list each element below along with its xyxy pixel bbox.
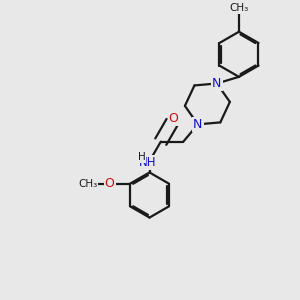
Text: O: O — [105, 177, 115, 190]
Text: NH: NH — [139, 156, 157, 169]
Text: CH₃: CH₃ — [229, 3, 249, 13]
Text: N: N — [193, 118, 203, 131]
Text: CH₃: CH₃ — [78, 179, 98, 189]
Text: N: N — [212, 77, 222, 90]
Text: H: H — [137, 152, 145, 162]
Text: O: O — [169, 112, 178, 125]
